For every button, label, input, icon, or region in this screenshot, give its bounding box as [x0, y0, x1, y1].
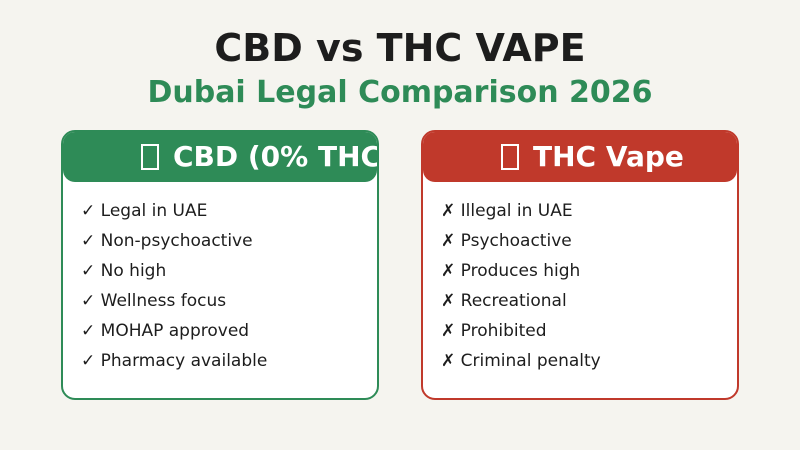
- cbd-card: CBD (0% THC) ✓ Legal in UAE ✓ Non-psychoa…: [61, 130, 379, 400]
- list-item: ✓ Pharmacy available: [81, 351, 268, 371]
- list-item: ✗ Criminal penalty: [441, 351, 601, 371]
- list-item: ✗ Recreational: [441, 291, 567, 311]
- list-item: ✓ Legal in UAE: [81, 201, 208, 221]
- subtitle: Dubai Legal Comparison 2026: [147, 75, 653, 110]
- icon: [501, 144, 519, 170]
- list-item: ✓ No high: [81, 261, 167, 281]
- thc-card: THC Vape ✗ Illegal in UAE ✗ Psychoactive ✗…: [421, 130, 739, 400]
- list-item: ✓ Non-psychoactive: [81, 231, 253, 251]
- list-item: ✗ Illegal in UAE: [441, 201, 573, 221]
- item-list: ✓ Legal in UAE ✓ Non-psychoactive ✓ No hig…: [63, 182, 377, 376]
- title: CBD vs THC VAPE: [214, 26, 586, 70]
- card-title: CBD (0% THC): [173, 140, 379, 173]
- item-list: ✗ Illegal in UAE ✗ Psychoactive ✗ Produces…: [423, 182, 737, 376]
- card-header: CBD (0% THC): [63, 132, 377, 182]
- card-header: THC Vape: [423, 132, 737, 182]
- list-item: ✗ Produces high: [441, 261, 581, 281]
- icon: [141, 144, 159, 170]
- list-item: ✗ Prohibited: [441, 321, 547, 341]
- list-item: ✓ MOHAP approved: [81, 321, 250, 341]
- list-item: ✗ Psychoactive: [441, 231, 572, 251]
- card-title: THC Vape: [533, 140, 684, 173]
- list-item: ✓ Wellness focus: [81, 291, 227, 311]
